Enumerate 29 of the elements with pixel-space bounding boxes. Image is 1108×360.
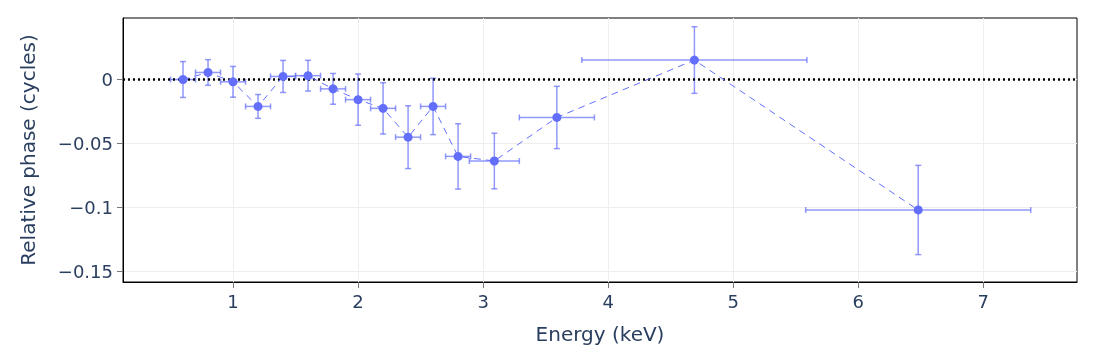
x-axis-title: Energy (keV) — [535, 322, 665, 346]
point — [689, 55, 699, 65]
point — [552, 112, 562, 122]
x-tick-label: 6 — [852, 290, 864, 312]
y-axis-title: Relative phase (cycles) — [16, 34, 40, 266]
point — [403, 132, 413, 142]
point — [303, 71, 313, 81]
point — [253, 101, 263, 111]
x-tick-label: 7 — [977, 290, 989, 312]
x-tick-label: 1 — [227, 290, 239, 312]
x-tick-label: 4 — [602, 290, 614, 312]
point — [378, 103, 388, 113]
y-tick-label: 0 — [101, 69, 113, 91]
point — [428, 101, 438, 111]
point — [203, 67, 213, 77]
point — [228, 77, 238, 87]
x-tick-label: 3 — [477, 290, 489, 312]
y-tick-label: −0.05 — [57, 133, 113, 155]
point — [328, 84, 338, 94]
y-tick-label: −0.1 — [69, 197, 113, 219]
x-tick-label: 5 — [727, 290, 739, 312]
point — [913, 205, 923, 215]
point — [353, 95, 363, 105]
x-tick-label: 2 — [352, 290, 364, 312]
point — [489, 156, 499, 166]
point — [278, 71, 288, 81]
y-tick-label: −0.15 — [57, 261, 113, 283]
point — [453, 151, 463, 161]
point — [178, 75, 188, 85]
